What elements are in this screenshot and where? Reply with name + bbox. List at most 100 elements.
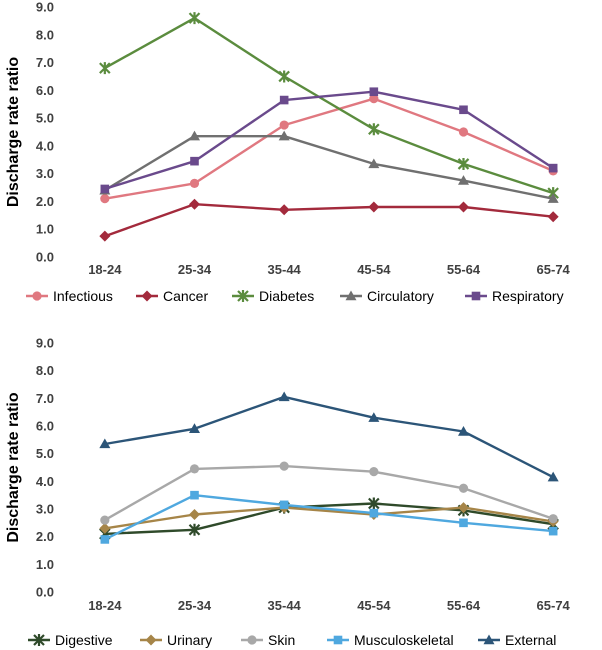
series-circulatory [99,130,559,203]
legend-item-circulatory: Circulatory [340,288,434,304]
x-tick-label: 55-64 [447,598,481,613]
data-point-urinary [189,509,200,521]
y-tick-label: 5.0 [36,111,54,126]
y-tick-label: 8.0 [36,363,54,378]
x-tick-label: 25-34 [178,262,212,277]
y-tick-label: 4.0 [36,138,54,153]
data-point-cancer [547,211,559,223]
legend-label: Diabetes [259,288,314,304]
data-point-skin [548,514,558,524]
y-tick-label: 2.0 [36,529,54,544]
legend-item-musculoskeletal: Musculoskeletal [327,632,454,648]
y-tick-label: 9.0 [36,0,54,15]
series-line-external [104,395,554,479]
legend-label: Infectious [53,288,113,304]
legend-marker [345,290,357,301]
legend-marker [33,634,45,646]
data-point-circulatory [547,193,559,203]
x-tick-label: 35-44 [268,598,302,613]
data-point-external [278,391,290,402]
y-tick-label: 9.0 [36,336,54,351]
data-point-infectious [458,127,469,137]
data-point-musculoskeletal [279,500,289,510]
legend-label: Musculoskeletal [354,632,454,648]
x-tick-label: 65-74 [537,598,571,613]
series-line-musculoskeletal [104,494,554,541]
y-tick-label: 3.0 [36,166,54,181]
y-axis-title: Discharge rate ratio [5,392,22,543]
data-point-diabetes [278,70,290,83]
legend-marker [237,290,249,302]
legend-marker [32,291,42,301]
data-point-external [189,423,200,433]
data-point-digestive [368,497,380,510]
series-line-urinary [104,506,554,530]
legend-item-infectious: Infectious [26,288,113,304]
data-point-circulatory [278,130,290,141]
chart-2: Discharge rate ratio 0.0 1.0 2.0 3.0 4.0 5.0 6.… [5,336,571,649]
series-external [99,391,559,482]
legend-item-urinary: Urinary [140,632,212,648]
data-point-skin [458,483,469,493]
y-tick-label: 1.0 [36,222,54,237]
series-line-circulatory [104,134,554,200]
legend-item-respiratory: Respiratory [465,288,564,304]
y-tick-label: 8.0 [36,27,54,42]
y-tick-label: 6.0 [36,419,54,434]
legend-marker [471,291,481,301]
data-point-respiratory [190,156,199,166]
data-point-cancer [99,230,111,242]
series-diabetes [99,12,559,200]
series-musculoskeletal [100,490,558,544]
data-point-diabetes [368,123,380,136]
legend-item-digestive: Digestive [28,632,113,648]
data-point-urinary [99,522,111,534]
series-respiratory [100,87,558,194]
y-tick-label: 7.0 [36,391,54,406]
legend-marker [145,634,157,646]
data-point-external [368,412,380,422]
x-tick-label: 65-74 [537,262,571,277]
series-line-infectious [104,97,554,200]
data-point-urinary [458,502,469,514]
chart-1: Discharge rate ratio 0.0 1.0 2.0 3.0 4.0 5.0 6.… [5,0,571,304]
legend-marker [483,634,495,645]
y-tick-label: 1.0 [36,557,54,572]
series-skin [100,461,558,525]
data-point-external [547,471,559,482]
x-tick-label: 18-24 [88,598,122,613]
data-point-musculoskeletal [369,508,379,518]
y-tick-label: 2.0 [36,194,54,209]
data-point-diabetes [99,62,111,75]
legend-label: Digestive [55,632,113,648]
data-point-circulatory [368,158,380,169]
legend-label: Respiratory [492,288,564,304]
data-point-respiratory [279,95,289,105]
data-point-infectious [279,120,289,130]
legend-marker [141,290,153,302]
y-tick-label: 6.0 [36,83,54,98]
y-tick-label: 0.0 [36,250,54,265]
x-tick-label: 45-54 [357,598,391,613]
data-point-digestive [188,523,201,536]
series-line-digestive [104,502,554,536]
legend-item-external: External [478,632,556,648]
data-point-skin [279,461,289,471]
y-tick-label: 3.0 [36,502,54,517]
data-point-skin [100,515,110,525]
legend-label: Urinary [167,632,212,648]
y-tick-label: 4.0 [36,474,54,489]
data-point-external [458,426,469,436]
data-point-infectious [100,194,110,204]
legend-label: Skin [268,632,295,648]
series-line-respiratory [104,90,554,191]
legend-item-diabetes: Diabetes [232,288,314,304]
x-tick-label: 35-44 [268,262,302,277]
data-point-cancer [278,204,290,216]
data-point-infectious [369,94,379,104]
data-point-cancer [368,201,380,213]
data-point-musculoskeletal [459,518,468,528]
x-tick-label: 45-54 [357,262,391,277]
